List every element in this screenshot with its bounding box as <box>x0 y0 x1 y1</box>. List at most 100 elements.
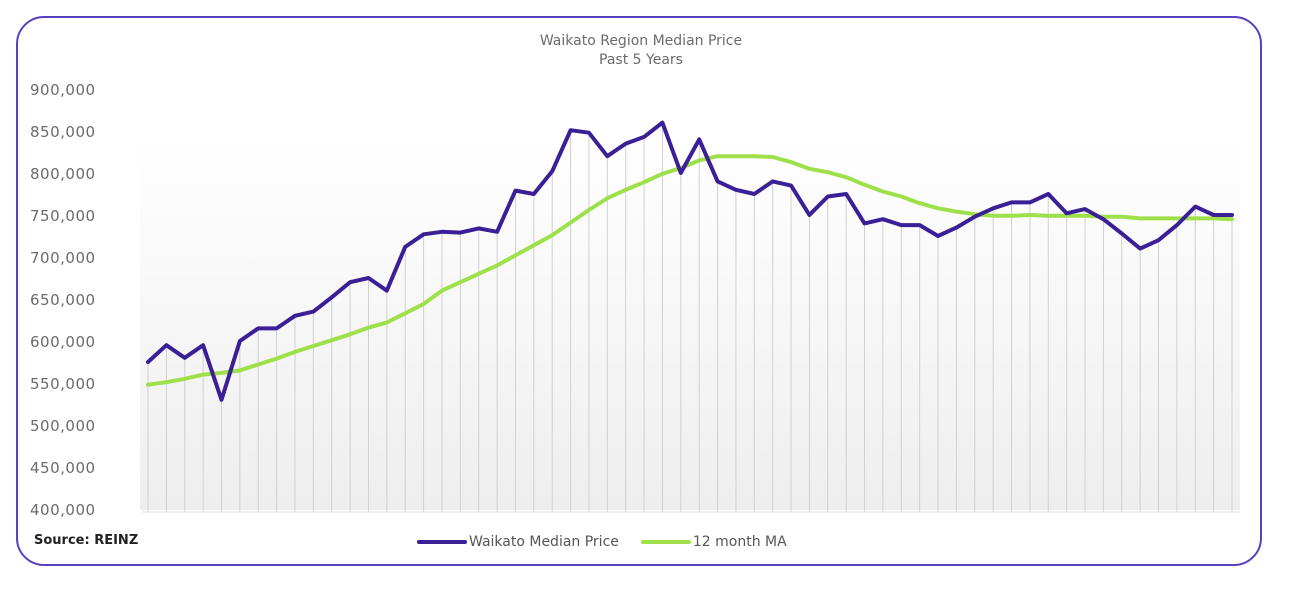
median-price-point <box>495 230 499 234</box>
ma-point <box>348 332 352 336</box>
median-price-point <box>587 131 591 135</box>
y-tick-label: 900,000 <box>30 81 96 99</box>
median-price-point <box>826 195 830 199</box>
y-axis: 900,000 850,000 800,000 750,000 700,000 650,0… <box>30 81 96 519</box>
ma-point <box>1138 216 1142 220</box>
median-price-point <box>863 221 867 225</box>
ma-point <box>477 272 481 276</box>
median-price-point <box>1138 247 1142 251</box>
median-price-point <box>936 234 940 238</box>
median-price-point <box>1120 231 1124 235</box>
ma-point <box>275 357 279 361</box>
median-price-point <box>752 192 756 196</box>
source-note: Source: REINZ <box>34 533 139 548</box>
median-price-point <box>807 213 811 217</box>
median-price-point <box>1010 200 1014 204</box>
y-tick-label: 650,000 <box>30 291 96 309</box>
ma-point <box>532 243 536 247</box>
median-price-point <box>973 215 977 219</box>
legend-label-median: Waikato Median Price <box>469 534 619 550</box>
ma-point <box>624 188 628 192</box>
ma-point <box>385 321 389 325</box>
y-tick-label: 750,000 <box>30 207 96 225</box>
median-price-point <box>1175 223 1179 227</box>
ma-point <box>183 377 187 381</box>
median-price-point <box>954 226 958 230</box>
chart-subtitle: Past 5 Years <box>599 52 683 68</box>
median-price-point <box>403 245 407 249</box>
legend-label-ma: 12 month MA <box>692 534 787 550</box>
median-price-point <box>458 231 462 235</box>
y-tick-label: 600,000 <box>30 333 96 351</box>
median-price-point <box>440 230 444 234</box>
ma-point <box>1230 217 1234 221</box>
ma-point <box>1046 214 1050 218</box>
median-price-point <box>146 360 150 364</box>
series-line-median-price <box>146 120 1234 402</box>
series-line-12-month-ma <box>146 154 1234 387</box>
ma-point <box>201 373 205 377</box>
ma-point <box>1120 215 1124 219</box>
y-tick-label: 800,000 <box>30 165 96 183</box>
ma-point <box>238 368 242 372</box>
median-price-point <box>366 276 370 280</box>
median-price-point <box>311 310 315 314</box>
ma-point <box>219 371 223 375</box>
ma-point <box>458 280 462 284</box>
y-tick-label: 850,000 <box>30 123 96 141</box>
median-price-point <box>330 295 334 299</box>
vertical-gridlines <box>142 122 1240 513</box>
median-price-point <box>679 171 683 175</box>
ma-point <box>826 170 830 174</box>
median-price-point <box>532 192 536 196</box>
ma-point <box>697 158 701 162</box>
median-price-point <box>219 398 223 402</box>
chart-title-block: Waikato Region Median Price Past 5 Years <box>0 32 1282 70</box>
median-price-point <box>1101 217 1105 221</box>
ma-point <box>844 175 848 179</box>
median-price-point <box>771 179 775 183</box>
median-price-point <box>569 128 573 132</box>
median-price-point <box>348 280 352 284</box>
ma-point <box>660 172 664 176</box>
median-price-point <box>881 217 885 221</box>
median-price-point <box>477 226 481 230</box>
ma-point <box>440 289 444 293</box>
median-price-point <box>1230 213 1234 217</box>
y-tick-label: 550,000 <box>30 375 96 393</box>
legend-swatch-ma <box>640 540 691 544</box>
median-price-point <box>1083 207 1087 211</box>
legend-item-ma: 12 month MA <box>640 534 787 550</box>
median-price-point <box>1193 205 1197 209</box>
ma-point <box>1010 214 1014 218</box>
ma-point <box>1028 213 1032 217</box>
ma-point <box>164 380 168 384</box>
median-price-point <box>624 142 628 146</box>
chart-title: Waikato Region Median Price <box>539 33 743 49</box>
ma-point <box>991 214 995 218</box>
median-price-point <box>513 189 517 193</box>
median-price-point <box>1028 200 1032 204</box>
ma-point <box>513 253 517 257</box>
median-price-point <box>844 192 848 196</box>
ma-point <box>330 338 334 342</box>
y-tick-label: 500,000 <box>30 417 96 435</box>
median-price-point <box>789 184 793 188</box>
ma-point <box>605 196 609 200</box>
ma-point <box>716 154 720 158</box>
median-price-point <box>201 343 205 347</box>
median-price-point <box>899 223 903 227</box>
median-price-point <box>293 314 297 318</box>
ma-point <box>366 326 370 330</box>
y-tick-label: 450,000 <box>30 459 96 477</box>
median-price-point <box>734 188 738 192</box>
ma-point <box>422 302 426 306</box>
ma-point <box>1212 216 1216 220</box>
median-price-point <box>716 179 720 183</box>
ma-point <box>403 311 407 315</box>
ma-point <box>752 154 756 158</box>
ma-point <box>936 206 940 210</box>
median-price-point <box>183 356 187 360</box>
ma-point <box>1157 216 1161 220</box>
